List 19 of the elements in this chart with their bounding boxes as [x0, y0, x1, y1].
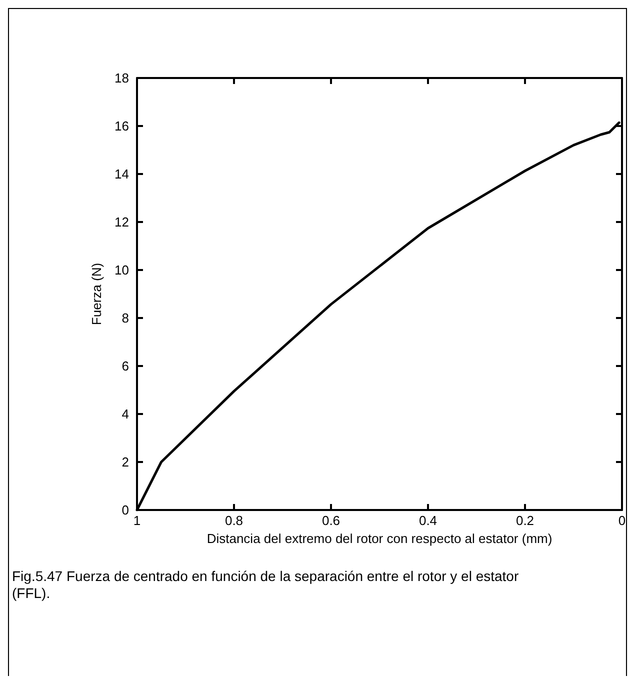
- x-tick-label: 0.2: [516, 513, 534, 528]
- y-tick-label: 4: [122, 406, 129, 422]
- y-tick-label: 12: [114, 214, 129, 230]
- y-tick-label: 6: [122, 358, 129, 374]
- y-tick-label: 2: [122, 454, 129, 470]
- y-tick-label: 0: [122, 502, 129, 518]
- x-tick-label: 0.8: [224, 513, 244, 528]
- x-tick-label: 0.4: [418, 513, 438, 528]
- x-tick-label: 1: [133, 513, 141, 528]
- x-axis-title: Distancia del extremo del rotor con respecto al estator (mm): [206, 530, 552, 546]
- y-tick-label: 14: [114, 166, 129, 182]
- x-tick-label: 0: [618, 513, 626, 528]
- y-tick-label: 16: [114, 118, 129, 134]
- caption: Fig.5.47 Fuerza de centrado en función de la separación entre el rotor y el estator (FFL).: [12, 568, 520, 602]
- y-tick-label: 8: [122, 310, 129, 326]
- y-tick-label: 10: [114, 262, 129, 278]
- y-axis-title: Fuerza (N): [89, 262, 104, 326]
- y-tick-label: 18: [114, 70, 129, 86]
- x-tick-label: 0.6: [322, 513, 340, 528]
